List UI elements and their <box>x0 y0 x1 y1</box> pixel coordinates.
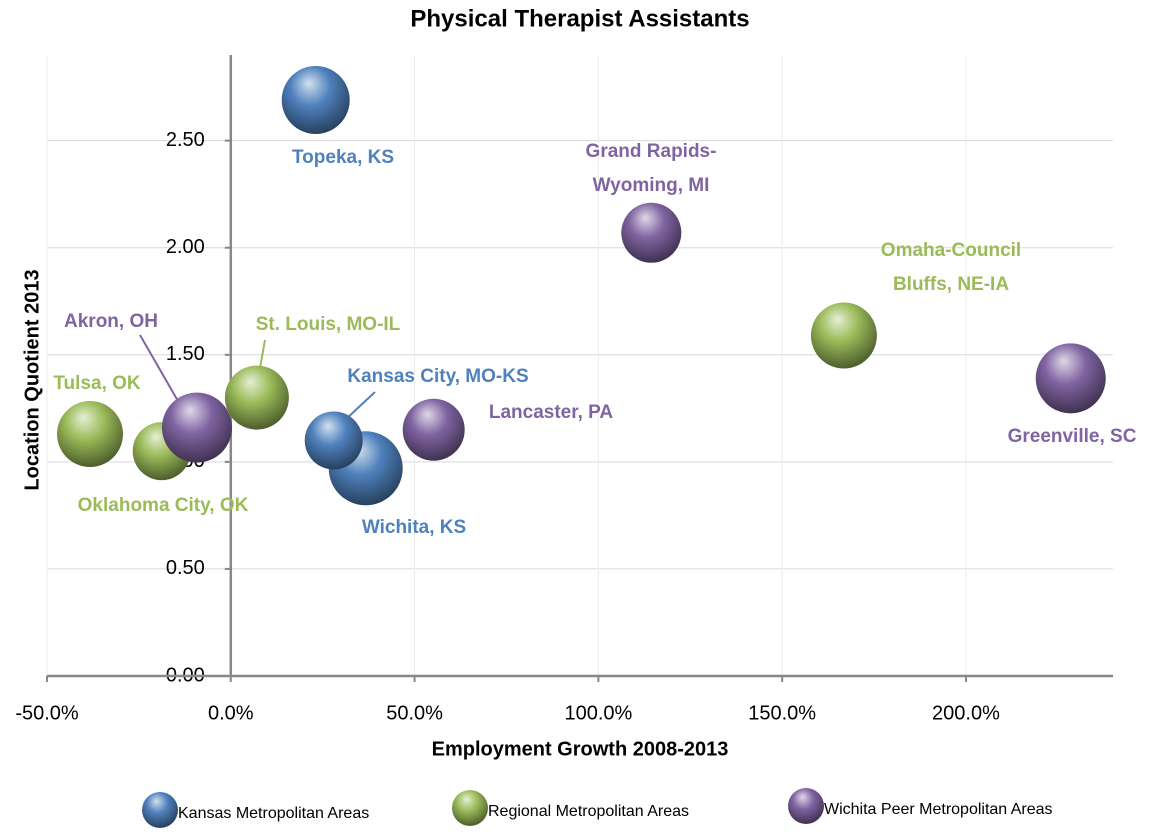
point-label: Topeka, KS <box>292 147 394 168</box>
legend-swatch <box>142 792 178 828</box>
point-label: Wichita, KS <box>362 517 466 538</box>
point-label: Kansas City, MO-KS <box>347 366 528 387</box>
point-label: Bluffs, NE-IA <box>893 274 1009 295</box>
point-label: Greenville, SC <box>1008 426 1137 447</box>
x-tick-label: -50.0% <box>15 702 79 724</box>
x-tick-label: 200.0% <box>932 702 1000 724</box>
legend-swatch <box>452 790 488 826</box>
y-tick-label: 0.50 <box>166 557 205 579</box>
x-tick-label: 150.0% <box>748 702 816 724</box>
leader-line <box>259 339 266 369</box>
bubble <box>810 302 877 369</box>
x-axis-title: Employment Growth 2008-2013 <box>432 738 729 760</box>
bubble <box>402 398 465 461</box>
y-axis-title: Location Quotient 2013 <box>21 269 43 490</box>
bubble <box>621 202 682 263</box>
chart-title: Physical Therapist Assistants <box>410 5 749 32</box>
bubble <box>281 65 350 134</box>
leader-line <box>344 391 376 421</box>
bubble <box>57 401 124 468</box>
x-tick-label: 0.0% <box>208 702 254 724</box>
point-label: St. Louis, MO-IL <box>256 314 401 335</box>
point-label: Omaha-Council <box>881 240 1021 261</box>
point-label: Grand Rapids- <box>586 141 717 162</box>
legend-swatch <box>788 788 824 824</box>
point-label: Akron, OH <box>64 311 158 332</box>
point-label: Lancaster, PA <box>489 402 614 423</box>
y-tick-label: 1.50 <box>166 343 205 365</box>
legend-label: Kansas Metropolitan Areas <box>178 805 369 822</box>
x-tick-label: 50.0% <box>386 702 443 724</box>
legend-label: Regional Metropolitan Areas <box>488 803 689 820</box>
legend-label: Wichita Peer Metropolitan Areas <box>824 801 1053 818</box>
point-label: Tulsa, OK <box>53 373 141 394</box>
bubble <box>161 392 232 463</box>
y-tick-label: 2.00 <box>166 236 205 258</box>
bubble <box>1035 343 1106 414</box>
bubble <box>224 365 289 430</box>
point-label: Wyoming, MI <box>593 175 710 196</box>
bubble <box>304 411 363 470</box>
leader-line <box>139 334 183 409</box>
point-label: Oklahoma City, OK <box>78 495 249 516</box>
x-tick-label: 100.0% <box>564 702 632 724</box>
y-tick-label: 2.50 <box>166 129 205 151</box>
